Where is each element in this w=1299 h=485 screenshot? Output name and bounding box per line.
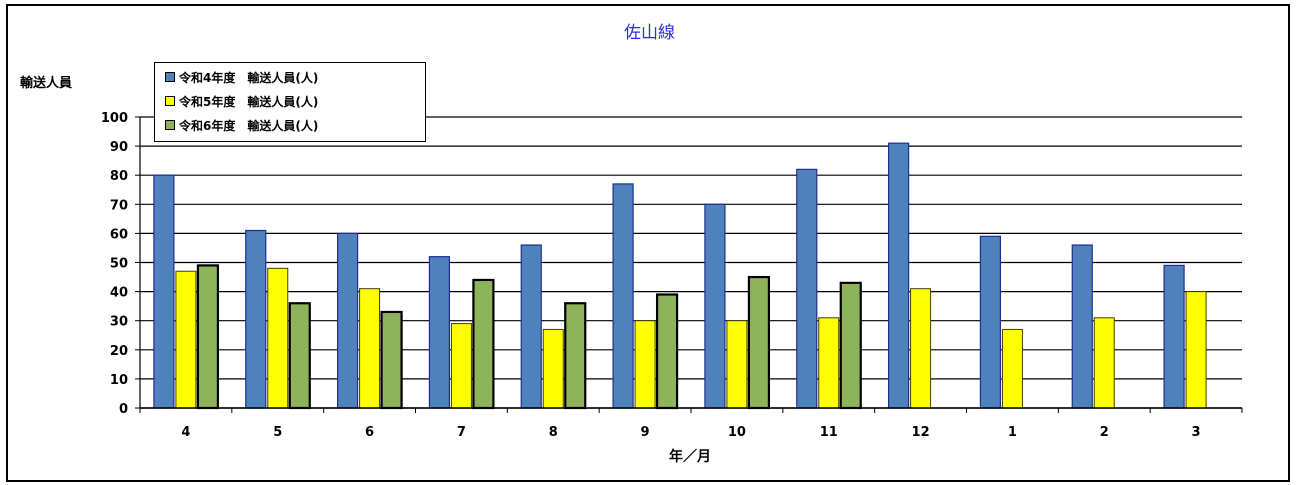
bar-r6-11 — [839, 281, 862, 410]
legend-item-r4: 令和4年度 輸送人員(人) — [165, 67, 318, 87]
bar-r5-9 — [634, 320, 656, 409]
bar-r5-2 — [1093, 317, 1115, 409]
bar-r4-7 — [428, 256, 451, 409]
bar-r5-8 — [542, 328, 564, 409]
legend-swatch-r6 — [165, 120, 175, 130]
bar-r5-5 — [267, 267, 289, 409]
x-tick-label: 11 — [820, 425, 838, 440]
y-axis-label: 輸送人員 — [20, 76, 73, 91]
bar-r5-1 — [1001, 328, 1023, 409]
x-tick-label: 4 — [181, 425, 190, 440]
y-tick-label: 70 — [110, 198, 128, 213]
y-tick-label: 10 — [110, 373, 128, 388]
y-tick-label: 100 — [101, 111, 128, 126]
bar-r5-10 — [726, 320, 748, 409]
bar-r5-11 — [818, 317, 840, 409]
bar-r5-7 — [450, 323, 472, 409]
y-tick-label: 60 — [110, 227, 128, 242]
x-tick-label: 5 — [273, 425, 282, 440]
y-tick-label: 90 — [110, 140, 128, 155]
y-tick-label: 20 — [110, 344, 128, 359]
bar-r6-7 — [472, 278, 495, 410]
bar-r4-3 — [1163, 264, 1185, 409]
bar-r6-4 — [196, 264, 220, 410]
x-tick-label: 3 — [1192, 425, 1201, 440]
bar-r4-10 — [704, 203, 726, 409]
legend-swatch-r4 — [165, 72, 175, 82]
bar-r6-8 — [564, 302, 587, 410]
bar-r4-6 — [336, 232, 359, 409]
x-tick-label: 12 — [912, 425, 930, 440]
bar-r6-5 — [288, 302, 311, 410]
y-tick-label: 30 — [110, 315, 128, 330]
x-tick-label: 2 — [1100, 425, 1109, 440]
y-tick-label: 80 — [110, 169, 128, 184]
y-tick-label: 40 — [110, 286, 128, 301]
bar-r5-4 — [175, 270, 197, 409]
legend: 令和4年度 輸送人員(人) 令和5年度 輸送人員(人) 令和6年度 輸送人員(人… — [154, 62, 426, 142]
bar-r4-4 — [153, 174, 175, 409]
legend-label-r6: 令和6年度 輸送人員(人) — [179, 118, 319, 133]
chart-title: 佐山線 — [624, 23, 675, 43]
legend-item-r5: 令和5年度 輸送人員(人) — [165, 91, 318, 111]
bar-r4-11 — [796, 168, 818, 409]
x-tick-label: 6 — [365, 425, 374, 440]
legend-label-r4: 令和4年度 輸送人員(人) — [179, 70, 319, 85]
bar-r4-9 — [612, 183, 634, 409]
y-tick-label: 50 — [110, 257, 128, 272]
legend-item-r6: 令和6年度 輸送人員(人) — [165, 115, 318, 135]
x-tick-label: 10 — [728, 425, 746, 440]
bar-r4-8 — [520, 244, 542, 409]
bar-r4-2 — [1071, 244, 1093, 409]
bar-r6-10 — [747, 275, 771, 410]
x-tick-label: 7 — [457, 425, 466, 440]
legend-swatch-r5 — [165, 96, 175, 106]
bar-r6-9 — [655, 293, 679, 410]
bar-r5-3 — [1185, 291, 1207, 409]
bar-r5-12 — [910, 288, 932, 409]
x-axis-label: 年／月 — [669, 449, 711, 465]
x-tick-label: 1 — [1008, 425, 1017, 440]
bar-r4-5 — [245, 229, 267, 409]
bar-r6-6 — [380, 310, 403, 410]
bar-r4-12 — [887, 142, 910, 409]
y-tick-label: 0 — [119, 402, 128, 417]
bar-r4-1 — [979, 235, 1002, 409]
legend-label-r5: 令和5年度 輸送人員(人) — [179, 94, 319, 109]
bar-r5-6 — [359, 288, 381, 409]
x-tick-label: 9 — [641, 425, 650, 440]
x-tick-label: 8 — [549, 425, 558, 440]
